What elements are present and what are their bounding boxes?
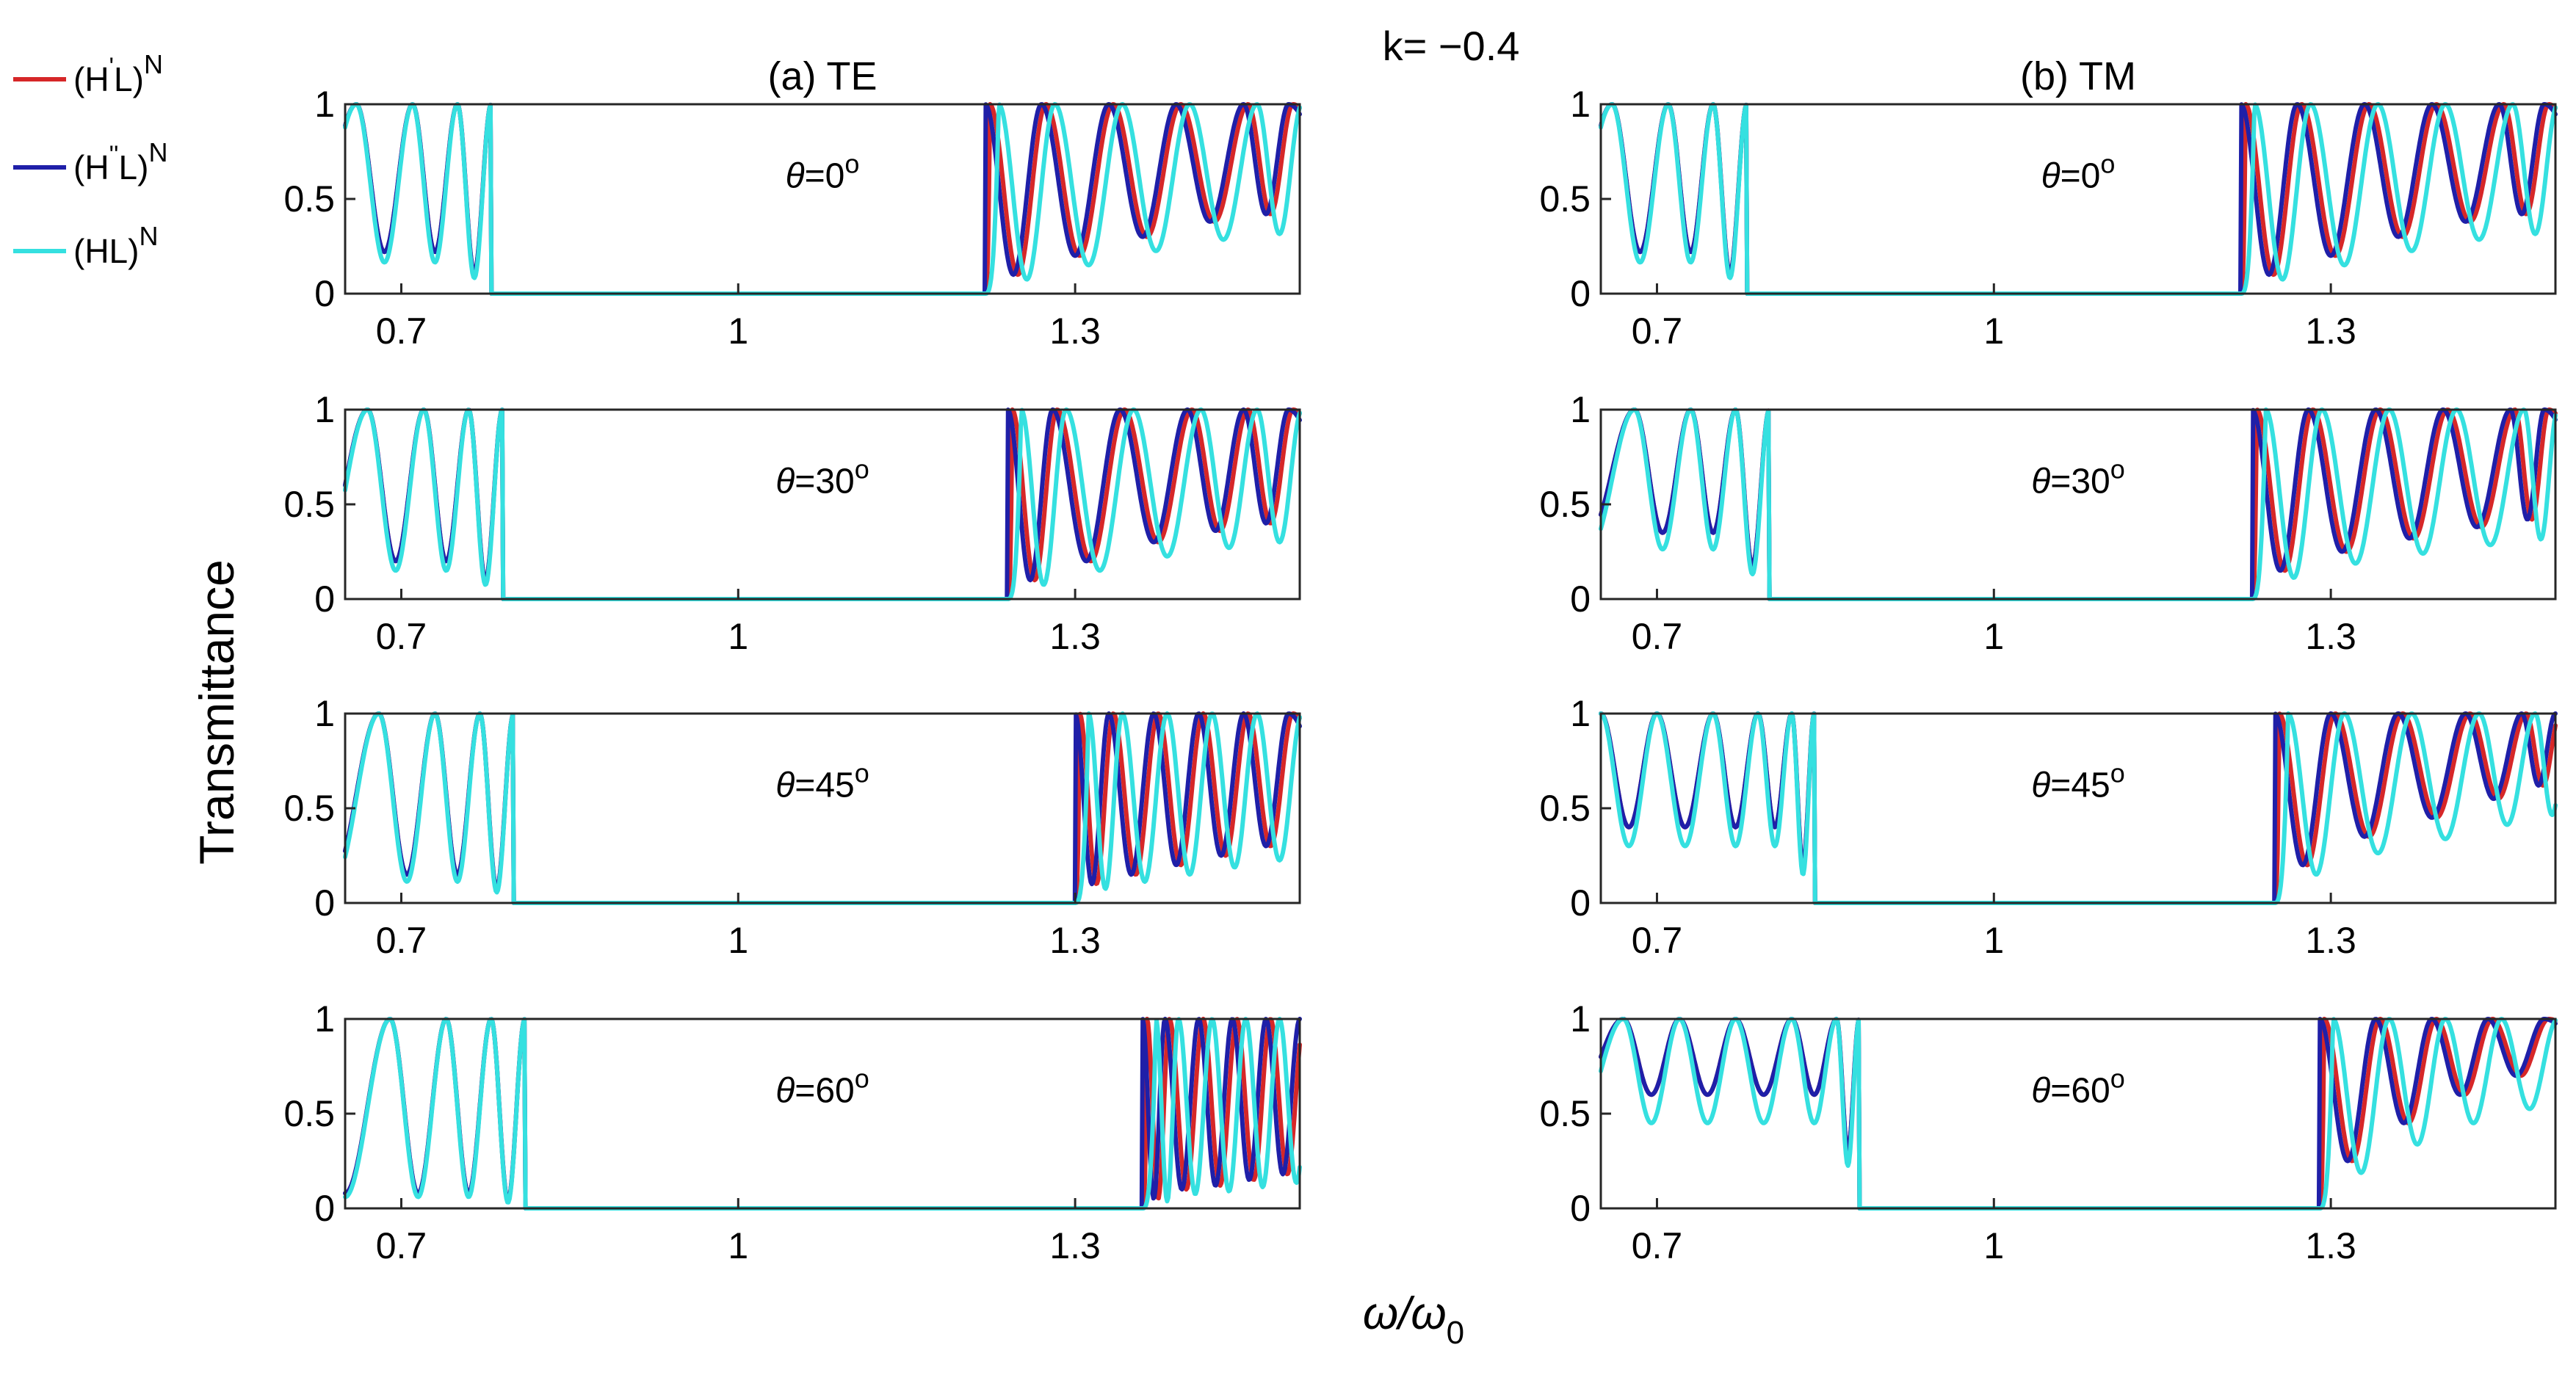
x-tick-label: 1	[728, 311, 748, 352]
x-tick-label: 1	[1983, 616, 2004, 657]
y-tick-label: 0.5	[283, 1093, 335, 1134]
chart-panel-te-45: 0 0.5 1 0.7 1 1.3 θ=45o	[283, 693, 1302, 961]
chart-panel-tm-0: 0 0.5 1 0.7 1 1.3 θ=0o (b) TM	[1539, 54, 2558, 352]
y-tick-label: 0	[314, 1188, 335, 1229]
legend-label: (H'L)N	[73, 49, 163, 98]
figure-title: k= −0.4	[1383, 23, 1520, 69]
legend: (H'L)N (H''L)N (HL)N	[13, 49, 167, 270]
legend-entry: (H'L)N	[13, 49, 163, 98]
y-tick-label: 0	[1570, 1188, 1591, 1229]
y-tick-label: 0	[1570, 882, 1591, 924]
angle-label: θ=30o	[2031, 454, 2125, 501]
y-tick-label: 1	[314, 693, 335, 734]
x-axis-label-sub: 0	[1447, 1315, 1464, 1351]
x-tick-label: 1.3	[2305, 311, 2356, 352]
chart-panel-te-60: 0 0.5 1 0.7 1 1.3 θ=60o	[283, 998, 1302, 1266]
y-tick-label: 1	[314, 389, 335, 430]
y-tick-label: 0	[1570, 578, 1591, 620]
x-tick-label: 0.7	[376, 311, 427, 352]
y-tick-label: 0	[314, 882, 335, 924]
legend-entry: (H''L)N	[13, 137, 167, 186]
x-tick-label: 0.7	[1632, 1225, 1683, 1266]
y-tick-label: 1	[314, 998, 335, 1040]
x-axis-label: ω/ω0	[1363, 1288, 1464, 1351]
y-tick-label: 1	[1570, 84, 1591, 125]
x-tick-label: 1.3	[1049, 920, 1101, 961]
x-tick-label: 1	[728, 1225, 748, 1266]
y-tick-label: 0.5	[283, 788, 335, 829]
y-tick-label: 0	[1570, 273, 1591, 314]
series-hl-line	[343, 711, 1302, 905]
legend-label: (HL)N	[73, 221, 158, 270]
x-tick-label: 1.3	[2305, 616, 2356, 657]
y-tick-label: 1	[1570, 693, 1591, 734]
x-tick-label: 0.7	[1632, 311, 1683, 352]
x-tick-label: 1.3	[1049, 311, 1101, 352]
chart-panel-tm-45: 0 0.5 1 0.7 1 1.3 θ=45o	[1539, 693, 2558, 961]
x-tick-label: 1.3	[2305, 1225, 2356, 1266]
angle-label: θ=0o	[2041, 149, 2116, 196]
series-hl-line	[1599, 407, 2558, 601]
chart-panel-te-30: 0 0.5 1 0.7 1 1.3 θ=30o	[283, 389, 1302, 657]
y-tick-label: 0	[314, 273, 335, 314]
angle-label: θ=60o	[2031, 1064, 2125, 1111]
series-hl-line	[343, 407, 1302, 601]
angle-label: θ=60o	[775, 1064, 869, 1111]
y-axis-label: Transmittance	[189, 559, 244, 865]
x-tick-label: 0.7	[1632, 920, 1683, 961]
y-tick-label: 0.5	[283, 484, 335, 525]
x-tick-label: 1	[1983, 920, 2004, 961]
x-tick-label: 0.7	[1632, 616, 1683, 657]
panel-title: (a) TE	[767, 54, 877, 98]
x-tick-label: 0.7	[376, 1225, 427, 1266]
legend-label: (H''L)N	[73, 137, 167, 186]
x-tick-label: 1	[1983, 311, 2004, 352]
y-tick-label: 0.5	[283, 178, 335, 220]
x-tick-label: 1	[728, 616, 748, 657]
x-tick-label: 1	[728, 920, 748, 961]
x-tick-label: 1.3	[1049, 616, 1101, 657]
x-axis-label-base: ω/ω	[1363, 1288, 1447, 1339]
x-tick-label: 0.7	[376, 920, 427, 961]
x-tick-label: 1	[1983, 1225, 2004, 1266]
y-tick-label: 0.5	[1539, 1093, 1591, 1134]
y-tick-label: 0.5	[1539, 788, 1591, 829]
angle-label: θ=45o	[2031, 758, 2125, 805]
angle-label: θ=30o	[775, 454, 869, 501]
y-tick-label: 0.5	[1539, 178, 1591, 220]
x-tick-label: 1.3	[1049, 1225, 1101, 1266]
panel-title: (b) TM	[2020, 54, 2136, 98]
x-tick-label: 1.3	[2305, 920, 2356, 961]
y-tick-label: 0.5	[1539, 484, 1591, 525]
y-tick-label: 1	[1570, 389, 1591, 430]
y-tick-label: 1	[1570, 998, 1591, 1040]
angle-label: θ=45o	[775, 758, 869, 805]
chart-panel-te-0: 0 0.5 1 0.7 1 1.3 θ=0o (a) TE	[283, 54, 1302, 352]
legend-entry: (HL)N	[13, 221, 158, 270]
x-tick-label: 0.7	[376, 616, 427, 657]
angle-label: θ=0o	[786, 149, 860, 196]
y-tick-label: 1	[314, 84, 335, 125]
chart-panel-tm-60: 0 0.5 1 0.7 1 1.3 θ=60o	[1539, 998, 2558, 1266]
chart-panel-tm-30: 0 0.5 1 0.7 1 1.3 θ=30o	[1539, 389, 2558, 657]
y-tick-label: 0	[314, 578, 335, 620]
